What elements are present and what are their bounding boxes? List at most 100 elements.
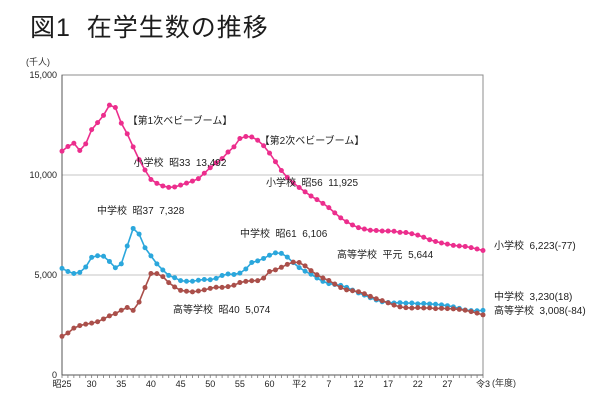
series-point-中学校 — [166, 272, 172, 278]
series-point-高等学校 — [160, 274, 166, 280]
series-point-中学校 — [261, 255, 267, 261]
x-tick-label: 30 — [87, 379, 97, 389]
series-point-高等学校 — [71, 325, 77, 331]
annotation-line: 【第2次ベビーブーム】 — [259, 136, 365, 147]
series-point-高等学校 — [421, 305, 427, 311]
series-point-高等学校 — [65, 330, 71, 336]
series-point-小学校 — [178, 182, 184, 188]
series-point-小学校 — [261, 143, 267, 149]
x-tick-label: 45 — [176, 379, 186, 389]
series-point-中学校 — [101, 253, 107, 259]
series-point-高等学校 — [409, 305, 415, 311]
series-point-小学校 — [154, 180, 160, 186]
series-point-小学校 — [355, 225, 361, 231]
series-point-小学校 — [344, 219, 350, 225]
annotation-line: 小学校 昭56 11,925 — [265, 178, 359, 189]
series-point-中学校 — [278, 250, 284, 256]
annotation-jhs-peak-1962: 中学校 昭37 7,328 — [97, 206, 185, 217]
figure-title: 図1 在学生数の推移 — [30, 14, 269, 42]
series-point-小学校 — [320, 200, 326, 206]
series-point-小学校 — [213, 160, 219, 166]
series-point-高等学校 — [184, 288, 190, 294]
series-point-小学校 — [338, 215, 344, 221]
annotation-line: 小学校 昭33 13,492 — [133, 158, 227, 169]
series-point-小学校 — [391, 228, 397, 234]
series-point-小学校 — [444, 241, 450, 247]
series-point-中学校 — [213, 275, 219, 281]
series-point-小学校 — [308, 193, 314, 199]
series-point-高等学校 — [101, 316, 107, 322]
series-point-高等学校 — [148, 271, 154, 277]
series-point-高等学校 — [231, 282, 237, 288]
series-point-高等学校 — [456, 306, 462, 312]
series-point-小学校 — [379, 228, 385, 234]
series-point-高等学校 — [391, 302, 397, 308]
series-point-高等学校 — [326, 278, 332, 284]
series-point-高等学校 — [438, 305, 444, 311]
series-point-高等学校 — [225, 284, 231, 290]
series-point-小学校 — [385, 228, 391, 234]
x-tick-label: 55 — [235, 379, 245, 389]
series-point-高等学校 — [415, 305, 421, 311]
series-point-中学校 — [118, 261, 124, 267]
series-point-高等学校 — [189, 289, 195, 295]
series-point-中学校 — [160, 267, 166, 273]
series-point-高等学校 — [89, 320, 95, 326]
series-point-中学校 — [136, 231, 142, 237]
series-point-中学校 — [302, 268, 308, 274]
series-point-高等学校 — [261, 275, 267, 281]
series-point-中学校 — [255, 258, 261, 264]
series-point-高等学校 — [433, 306, 439, 312]
series-point-高等学校 — [379, 298, 385, 304]
series-point-中学校 — [195, 277, 201, 283]
series-point-高等学校 — [154, 271, 160, 277]
series-point-小学校 — [474, 246, 480, 252]
series-point-高等学校 — [243, 278, 249, 284]
series-point-高等学校 — [112, 311, 118, 317]
series-point-小学校 — [172, 184, 178, 190]
series-point-中学校 — [272, 250, 278, 256]
series-point-小学校 — [71, 140, 77, 146]
series-point-高等学校 — [367, 293, 373, 299]
series-point-高等学校 — [118, 307, 124, 313]
series-point-中学校 — [112, 265, 118, 271]
series-point-小学校 — [77, 147, 83, 153]
y-tick-label: 0 — [52, 370, 57, 380]
series-point-高等学校 — [373, 296, 379, 302]
series-point-小学校 — [184, 180, 190, 186]
x-tick-label: 35 — [116, 379, 126, 389]
series-point-中学校 — [237, 270, 243, 276]
series-point-高等学校 — [95, 319, 101, 325]
annotation-first-baby-boom: 【第1次ベビーブーム】 小学校 昭33 13,492 — [114, 87, 246, 199]
series-point-中学校 — [89, 254, 95, 260]
series-point-小学校 — [433, 238, 439, 244]
series-point-高等学校 — [462, 307, 468, 313]
series-point-小学校 — [290, 180, 296, 186]
series-point-小学校 — [456, 243, 462, 249]
series-point-中学校 — [249, 260, 255, 266]
series-point-小学校 — [450, 242, 456, 248]
series-point-高等学校 — [124, 304, 130, 310]
annotation-line: 【第1次ベビーブーム】 — [127, 116, 233, 127]
series-point-中学校 — [142, 245, 148, 251]
series-point-小学校 — [201, 170, 207, 176]
series-point-高等学校 — [178, 287, 184, 293]
series-point-小学校 — [83, 141, 89, 147]
series-point-中学校 — [231, 271, 237, 277]
series-point-中学校 — [178, 278, 184, 284]
series-point-高等学校 — [468, 309, 474, 315]
series-point-小学校 — [272, 159, 278, 165]
annotation-hs-peak-1989: 高等学校 平元 5,644 — [337, 250, 434, 261]
series-point-高等学校 — [136, 299, 142, 305]
series-point-中学校 — [59, 265, 65, 271]
x-tick-label: 昭25 — [52, 379, 71, 389]
annotation-jhs-peak-1986: 中学校 昭61 6,106 — [240, 229, 328, 240]
series-point-小学校 — [249, 134, 255, 140]
series-point-中学校 — [65, 268, 71, 274]
series-point-中学校 — [415, 301, 421, 307]
series-point-中学校 — [83, 264, 89, 270]
series-point-高等学校 — [195, 288, 201, 294]
series-point-小学校 — [118, 120, 124, 126]
series-point-小学校 — [397, 229, 403, 235]
series-point-小学校 — [101, 112, 107, 118]
